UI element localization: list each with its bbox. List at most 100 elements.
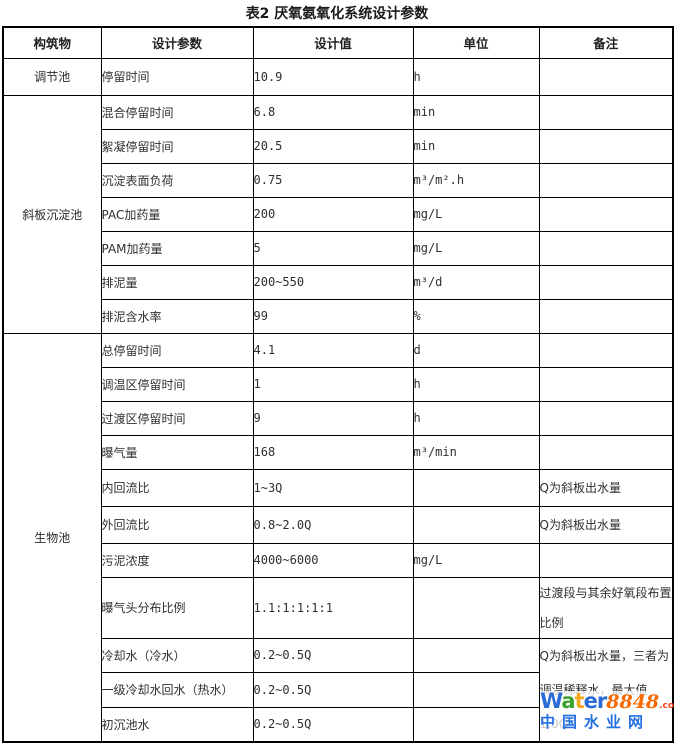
remark-cell: Q为斜板出水量 (538, 505, 674, 544)
table-row: PAM加药量 5 mg/L (3, 230, 674, 266)
remark-cell (538, 162, 674, 198)
logo-tld: .com (659, 701, 674, 711)
unit-cell: h (412, 400, 540, 436)
table-row: 絮凝停留时间 20.5 min (3, 128, 674, 164)
remark-cell (538, 542, 674, 578)
value-cell: 0.75 (252, 162, 414, 198)
table-row: 曝气量 168 m³/min (3, 434, 674, 470)
unit-cell: m³/min (412, 434, 540, 470)
param-cell: 调温区停留时间 (100, 366, 254, 402)
value-cell: 20.5 (252, 128, 414, 164)
logo-letter: r (596, 689, 607, 713)
unit-cell (412, 672, 540, 708)
param-cell: 曝气头分布比例 (100, 576, 254, 639)
header-unit: 单位 (412, 26, 540, 59)
table-row: 内回流比 1~3Q Q为斜板出水量 (3, 468, 674, 507)
value-cell: 0.2~0.5Q (252, 706, 414, 742)
param-cell: 一级冷却水回水（热水） (100, 672, 254, 708)
param-cell: 絮凝停留时间 (100, 128, 254, 164)
param-cell: 排泥量 (100, 264, 254, 300)
param-cell: 初沉池水 (100, 706, 254, 742)
structure-group-cell: 调节池 (2, 57, 102, 96)
table-row: 排泥量 200~550 m³/d (3, 264, 674, 300)
table-row: 过渡区停留时间 9 h (3, 400, 674, 436)
table-title: 表2 厌氧氨氧化系统设计参数 (245, 6, 429, 22)
remark-cell (538, 128, 674, 164)
unit-cell (412, 576, 540, 639)
remark-cell (538, 298, 674, 334)
param-cell: 排泥含水率 (100, 298, 254, 334)
remark-cell (538, 94, 674, 130)
param-cell: 内回流比 (100, 468, 254, 507)
unit-cell: h (412, 57, 540, 96)
table-row: 污泥浓度 4000~6000 mg/L (3, 542, 674, 578)
unit-cell: mg/L (412, 230, 540, 266)
unit-cell: min (412, 94, 540, 130)
table-row: 曝气头分布比例 1.1:1:1:1:1 过渡段与其余好氧段布置比例 (3, 576, 674, 639)
param-cell: 混合停留时间 (100, 94, 254, 130)
table-row: 外回流比 0.8~2.0Q Q为斜板出水量 (3, 505, 674, 544)
remark-cell: 过渡段与其余好氧段布置比例 (538, 576, 674, 638)
value-cell: 168 (252, 434, 414, 470)
design-parameters-table: 构筑物 设计参数 设计值 单位 备注 调节池 停留时间 10.9 h 斜板沉淀池… (2, 26, 674, 743)
remark-cell (538, 196, 674, 232)
table-row: 沉淀表面负荷 0.75 m³/m².h (3, 162, 674, 198)
unit-cell (412, 706, 540, 742)
value-cell: 1.1:1:1:1:1 (252, 576, 414, 639)
unit-cell (412, 637, 540, 673)
table-row: 调温区停留时间 1 h (3, 366, 674, 402)
remark-cell (538, 57, 674, 96)
remark-cell (538, 400, 674, 436)
value-cell: 1 (252, 366, 414, 402)
value-cell: 99 (252, 298, 414, 334)
structure-group-cell: 斜板沉淀池 (2, 94, 102, 334)
unit-cell (412, 505, 540, 544)
param-cell: 污泥浓度 (100, 542, 254, 578)
remark-cell (538, 264, 674, 300)
header-remark: 备注 (538, 26, 674, 59)
logo-letter: W (540, 689, 562, 713)
table-row: 排泥含水率 99 % (3, 298, 674, 334)
param-cell: PAM加药量 (100, 230, 254, 266)
unit-cell: h (412, 366, 540, 402)
logo-letter: t (574, 689, 585, 713)
water8848-logo-text: Water8848.com (540, 689, 674, 713)
unit-cell (412, 468, 540, 507)
param-cell: 沉淀表面负荷 (100, 162, 254, 198)
value-cell: 0.2~0.5Q (252, 672, 414, 708)
value-cell: 10.9 (252, 57, 414, 96)
remark-cell (538, 332, 674, 368)
value-cell: 6.8 (252, 94, 414, 130)
param-cell: 曝气量 (100, 434, 254, 470)
value-cell: 1~3Q (252, 468, 414, 507)
table-row: 冷却水（冷水） 0.2~0.5Q Q为斜板出水量，三者为调温稀释水，最大值1.0… (3, 637, 674, 742)
table-row: 一级冷却水回水（热水） 0.2~0.5Q (3, 672, 673, 708)
header-value: 设计值 (252, 26, 414, 59)
unit-cell: mg/L (412, 196, 540, 232)
value-cell: 200 (252, 196, 414, 232)
structure-group-cell: 生物池 (2, 332, 102, 742)
unit-cell: d (412, 332, 540, 368)
param-cell: 冷却水（冷水） (100, 637, 254, 673)
param-cell: PAC加药量 (100, 196, 254, 232)
site-name-text: 中国水业网 (540, 713, 651, 731)
remark-cell (538, 230, 674, 266)
param-cell: 停留时间 (100, 57, 254, 96)
unit-cell: % (412, 298, 540, 334)
value-cell: 0.2~0.5Q (252, 637, 414, 673)
table-row: 斜板沉淀池 混合停留时间 6.8 min (2, 94, 674, 334)
param-cell: 总停留时间 (100, 332, 254, 368)
remark-cell (538, 366, 674, 402)
logo-letter: e (583, 689, 598, 713)
value-cell: 0.8~2.0Q (252, 505, 414, 544)
logo-number: 8848 (606, 691, 660, 713)
header-structure: 构筑物 (2, 26, 102, 59)
unit-cell: min (412, 128, 540, 164)
param-cell: 外回流比 (100, 505, 254, 544)
table-row: 初沉池水 0.2~0.5Q (3, 706, 673, 742)
table-row: 生物池 总停留时间 4.1 d (2, 332, 674, 742)
unit-cell: mg/L (412, 542, 540, 578)
table-row: 调节池 停留时间 10.9 h (2, 57, 674, 96)
value-cell: 4000~6000 (252, 542, 414, 578)
